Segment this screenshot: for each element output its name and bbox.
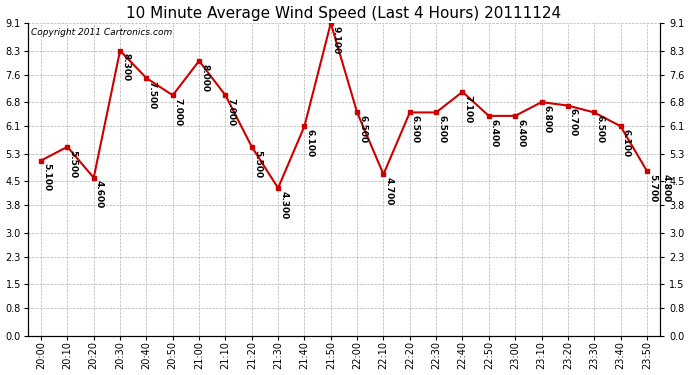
Title: 10 Minute Average Wind Speed (Last 4 Hours) 20111124: 10 Minute Average Wind Speed (Last 4 Hou…	[126, 6, 562, 21]
Text: 4.600: 4.600	[95, 180, 103, 209]
Text: 4.700: 4.700	[384, 177, 393, 206]
Text: 6.700: 6.700	[569, 108, 578, 136]
Text: 6.400: 6.400	[490, 118, 499, 147]
Text: 5.100: 5.100	[42, 164, 51, 192]
Text: 6.400: 6.400	[516, 118, 525, 147]
Text: 6.800: 6.800	[542, 105, 551, 133]
Text: 7.000: 7.000	[226, 98, 235, 126]
Text: 7.500: 7.500	[148, 81, 157, 109]
Text: 6.100: 6.100	[622, 129, 631, 157]
Text: 4.300: 4.300	[279, 191, 288, 219]
Text: 5.500: 5.500	[68, 150, 77, 178]
Text: 5.500: 5.500	[253, 150, 262, 178]
Text: 6.500: 6.500	[595, 115, 604, 143]
Text: 7.100: 7.100	[464, 94, 473, 123]
Text: 4.800: 4.800	[662, 174, 671, 202]
Text: 5.700: 5.700	[648, 174, 657, 202]
Text: 7.000: 7.000	[174, 98, 183, 126]
Text: 6.500: 6.500	[437, 115, 446, 143]
Text: 6.500: 6.500	[411, 115, 420, 143]
Text: 9.100: 9.100	[332, 26, 341, 54]
Text: 8.300: 8.300	[121, 53, 130, 81]
Text: Copyright 2011 Cartronics.com: Copyright 2011 Cartronics.com	[31, 28, 172, 37]
Text: 6.100: 6.100	[306, 129, 315, 157]
Text: 8.000: 8.000	[200, 64, 209, 92]
Text: 6.500: 6.500	[358, 115, 367, 143]
